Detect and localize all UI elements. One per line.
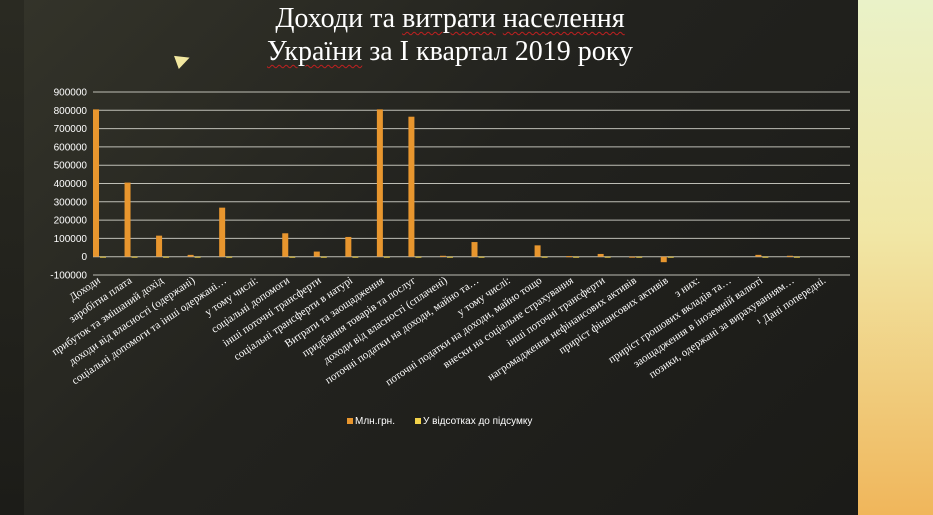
bar-percent <box>226 256 233 258</box>
bar-percent <box>667 256 674 258</box>
bar-percent <box>352 256 359 258</box>
bar-mln-uah <box>156 235 163 257</box>
bar-mln-uah <box>629 256 636 258</box>
bar-percent <box>446 256 453 258</box>
legend-swatch <box>415 418 421 424</box>
bar-percent <box>793 256 800 258</box>
slide-title: Доходи та витрати населення України за I… <box>170 2 730 68</box>
bar-percent <box>573 256 580 258</box>
title-part: населення <box>502 3 625 34</box>
bar-mln-uah <box>597 253 604 257</box>
left-decor-strip <box>0 0 24 515</box>
bar-mln-uah <box>439 255 446 257</box>
bar-mln-uah <box>660 256 667 263</box>
bar-mln-uah <box>471 242 478 257</box>
bar-percent <box>762 256 769 258</box>
bar-mln-uah <box>534 245 541 257</box>
legend-label: Млн.грн. <box>355 416 395 427</box>
legend-swatch <box>347 418 353 424</box>
bar-mln-uah <box>408 116 415 257</box>
bar-percent <box>383 256 390 258</box>
y-tick-label: 100000 <box>54 234 88 245</box>
bar-percent <box>163 256 170 258</box>
bar-mln-uah <box>124 182 131 257</box>
bar-mln-uah <box>282 233 289 257</box>
y-tick-label: 700000 <box>54 124 88 135</box>
bar-mln-uah <box>786 255 793 257</box>
bar-percent <box>541 256 548 258</box>
y-tick-label: 300000 <box>54 197 88 208</box>
title-part: за I квартал 2019 року <box>362 36 633 67</box>
y-tick-label: 0 <box>81 252 87 263</box>
y-tick-label: 800000 <box>54 106 88 117</box>
y-tick-label: -100000 <box>50 271 87 282</box>
title-part: витрати <box>402 3 496 34</box>
bar-percent <box>415 256 422 258</box>
y-tick-label: 900000 <box>54 88 88 99</box>
title-part: України <box>267 36 363 67</box>
y-tick-label: 600000 <box>54 142 88 153</box>
bar-mln-uah <box>345 236 352 257</box>
bar-percent <box>131 256 138 258</box>
bar-percent <box>320 256 327 258</box>
bar-percent <box>100 256 106 258</box>
bar-percent <box>289 256 296 258</box>
y-tick-label: 500000 <box>54 161 88 172</box>
bar-mln-uah <box>566 256 573 258</box>
bar-mln-uah <box>376 109 383 257</box>
bar-mln-uah <box>313 251 320 257</box>
title-part: Доходи та <box>275 3 403 34</box>
bar-mln-uah <box>93 109 99 257</box>
bar-mln-uah <box>755 254 762 257</box>
y-tick-label: 200000 <box>54 216 88 227</box>
accent-panel <box>858 0 933 515</box>
legend-label: У відсотках до підсумку <box>423 416 532 427</box>
y-tick-label: 400000 <box>54 179 88 190</box>
bar-mln-uah <box>219 207 226 257</box>
bar-percent <box>194 256 201 258</box>
bar-mln-uah <box>187 254 194 257</box>
bar-percent <box>478 256 485 258</box>
bar-percent <box>636 256 643 258</box>
bar-percent <box>604 256 611 258</box>
